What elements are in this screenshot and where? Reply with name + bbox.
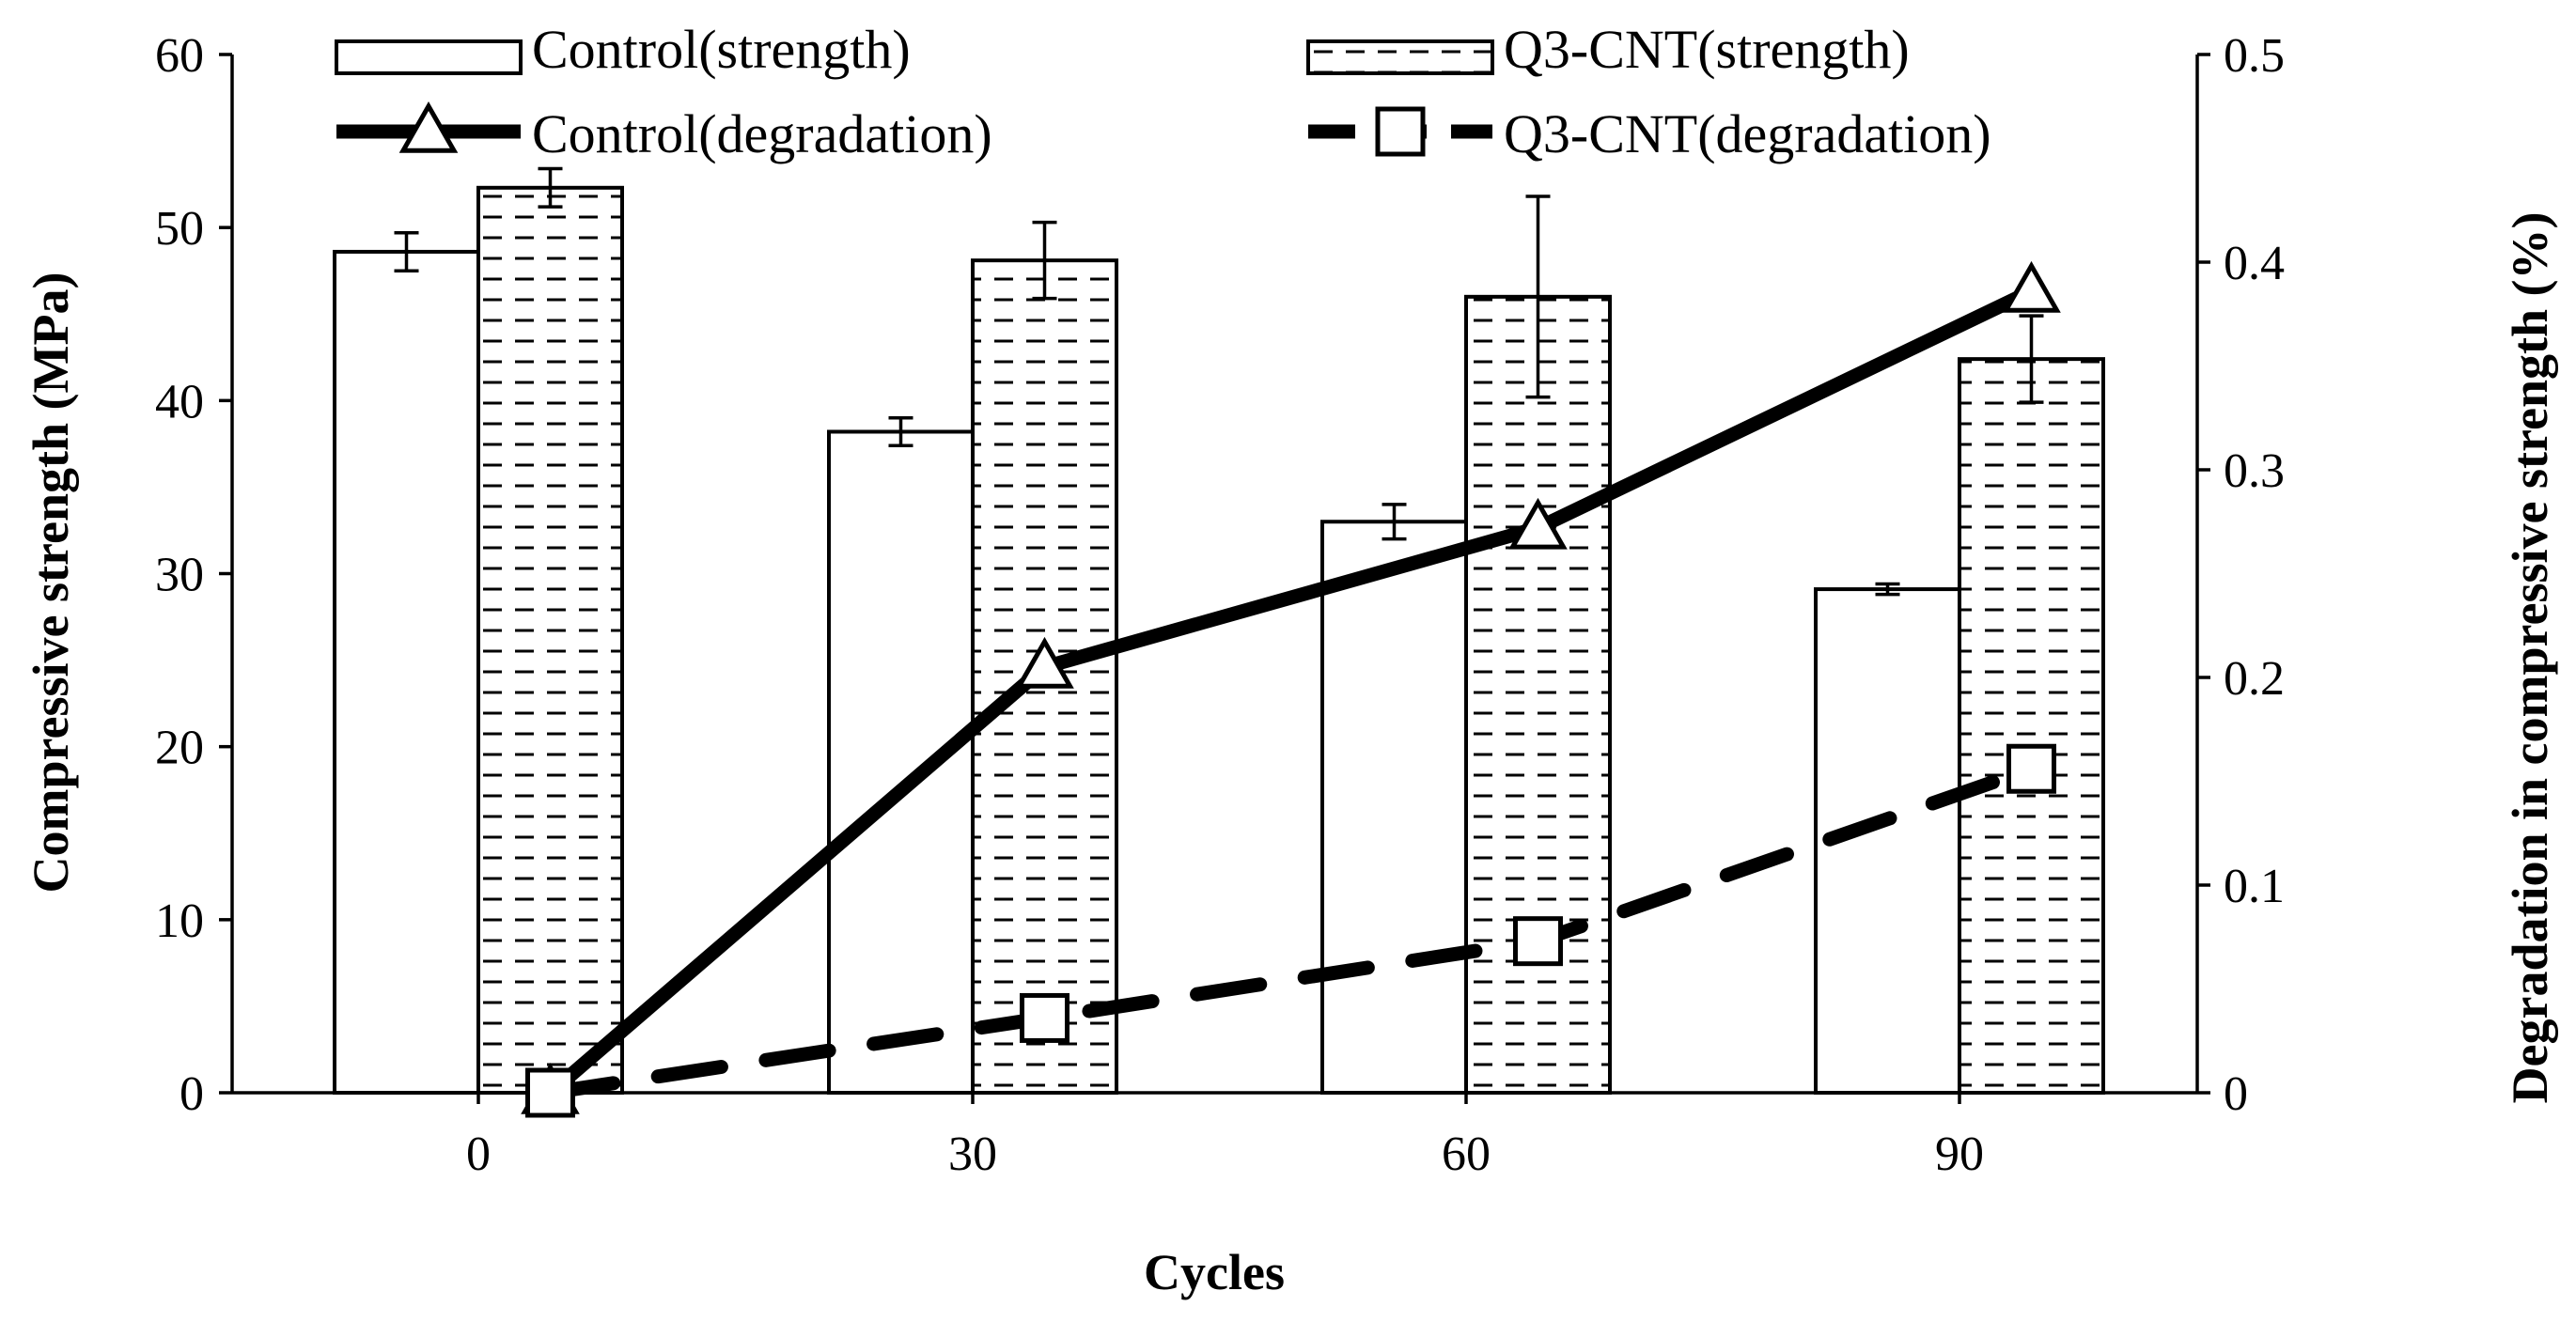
y-left-tick-label: 0 <box>180 1067 204 1121</box>
legend-label-3: Q3-CNT(degradation) <box>1504 103 1991 164</box>
x-tick-label: 30 <box>948 1128 997 1181</box>
triangle-marker-30 <box>1015 636 1074 689</box>
x-axis-title: Cycles <box>1144 1244 1285 1300</box>
bar-q3cnt-0 <box>476 185 624 1095</box>
x-tick-label: 60 <box>1442 1128 1491 1181</box>
legend-swatch-1 <box>1306 39 1494 75</box>
bar-control-0 <box>333 249 480 1095</box>
triangle-marker-60 <box>1508 497 1568 550</box>
line-q3cnt-degradation <box>543 761 2038 1100</box>
y-right-tick-label: 0.2 <box>2224 652 2285 706</box>
legend-label-2: Control(degradation) <box>532 103 992 164</box>
y-right-tick-label: 0 <box>2224 1067 2248 1121</box>
y-left-tick-label: 10 <box>155 894 204 948</box>
y-left-axis-title: Compressive strength (MPa) <box>23 272 79 894</box>
bar-control-30 <box>827 429 975 1095</box>
legend-label-1: Q3-CNT(strength) <box>1504 19 1910 80</box>
legend: Control(strength) Q3-CNT(strength) Control… <box>335 19 1991 164</box>
y-left-tick-label: 20 <box>155 722 204 775</box>
y-left-tick-label: 30 <box>155 549 204 602</box>
y-right-tick-label: 0.5 <box>2224 29 2285 83</box>
x-tick-label: 0 <box>466 1128 491 1181</box>
y-left-tick-label: 50 <box>155 202 204 256</box>
y-right-tick-label: 0.4 <box>2224 237 2285 290</box>
square-marker-0 <box>525 1067 575 1118</box>
legend-label-0: Control(strength) <box>532 19 911 80</box>
lines-layer <box>521 260 2061 1118</box>
axes-layer: 0 10 20 30 40 50 60 0 0.1 0.2 0.3 0.4 0.5 0 30 60 90 <box>155 29 2285 1181</box>
bar-q3cnt-90 <box>1958 357 2105 1095</box>
legend-marker-3 <box>1375 106 1426 157</box>
triangle-marker-90 <box>2002 260 2061 313</box>
bars-layer <box>333 166 2105 1096</box>
legend-swatch-0 <box>335 39 523 75</box>
y-right-axis-title: Degradation in compressive strength (%) <box>2502 212 2558 1104</box>
square-marker-30 <box>1020 992 1069 1043</box>
square-marker-90 <box>2006 743 2056 794</box>
y-left-tick-label: 40 <box>155 375 204 428</box>
legend-marker-2 <box>398 101 459 153</box>
bar-q3cnt-60 <box>1464 294 1612 1096</box>
y-right-tick-label: 0.1 <box>2224 860 2285 913</box>
bar-control-60 <box>1320 520 1468 1095</box>
square-marker-60 <box>1513 916 1563 967</box>
y-left-tick-label: 60 <box>155 29 204 83</box>
line-control-degradation <box>543 284 2038 1100</box>
x-tick-label: 90 <box>1935 1128 1984 1181</box>
y-right-tick-label: 0.3 <box>2224 444 2285 498</box>
